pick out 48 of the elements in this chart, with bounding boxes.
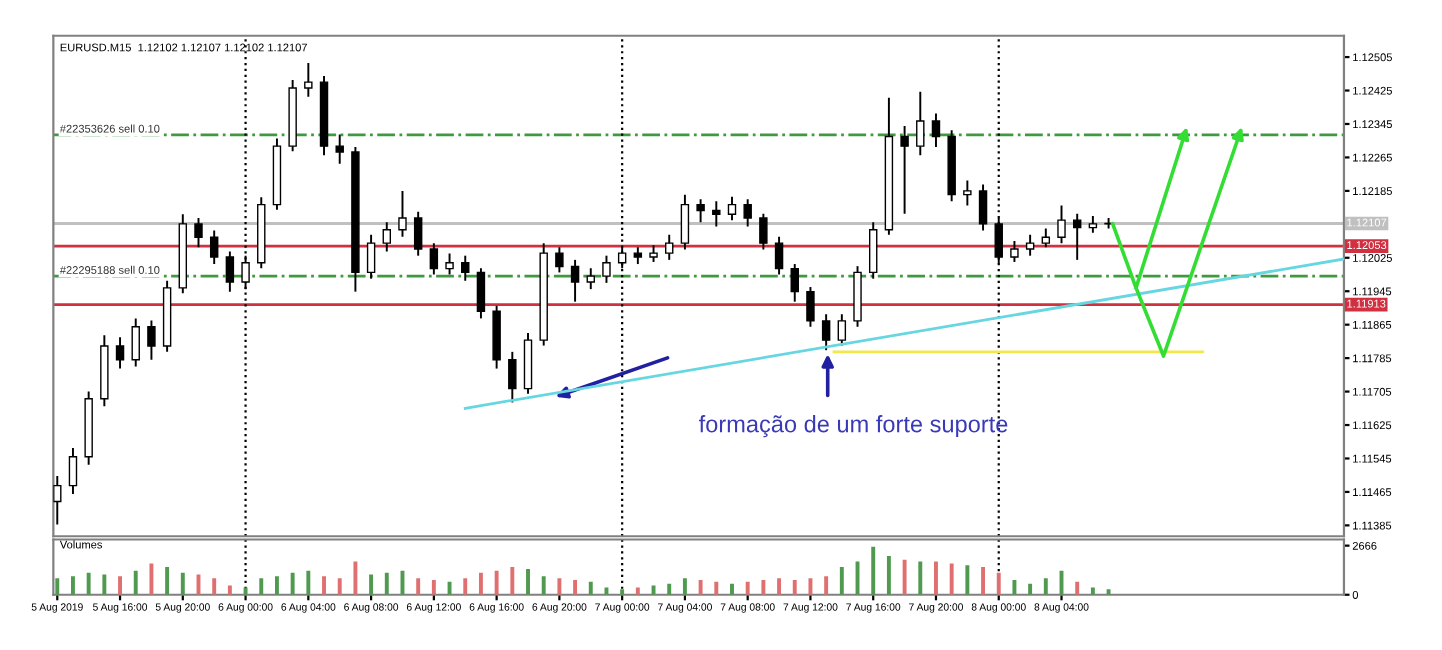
candlestick: [602, 254, 611, 284]
candlestick: [382, 221, 392, 253]
candlestick: [1057, 204, 1066, 245]
candlestick: [508, 350, 517, 404]
candlestick: [759, 212, 768, 251]
annotation: formação de um forte suporte: [698, 415, 1008, 438]
candlestick: [68, 447, 78, 495]
candlestick: [743, 198, 752, 228]
candlestick: [1025, 233, 1035, 257]
candlestick: [194, 217, 203, 249]
candlestick: [1010, 240, 1019, 263]
candlestick: [209, 229, 219, 266]
candlestick: [821, 313, 831, 352]
candlestick: [963, 179, 972, 207]
candlestick: [931, 112, 941, 148]
candlestick: [476, 267, 486, 320]
candlestick: [727, 195, 737, 222]
candlestick: [147, 319, 156, 361]
candlestick: [555, 246, 564, 274]
candlestick: [900, 125, 909, 215]
candlestick: [445, 252, 454, 276]
candlestick: [696, 198, 705, 224]
candlestick: [586, 267, 595, 291]
candlestick: [131, 317, 140, 368]
candlestick: [1072, 212, 1082, 261]
candlestick: [680, 193, 690, 251]
candlestick: [978, 183, 988, 232]
candlestick: [53, 475, 62, 526]
candlestick: [790, 263, 799, 303]
candlestick: [665, 233, 674, 261]
candlestick: [413, 210, 423, 257]
candlestick: [115, 336, 125, 370]
candlestick: [916, 90, 925, 157]
candlestick: [335, 133, 344, 165]
candlestick: [806, 286, 815, 328]
candlestick: [429, 242, 439, 276]
candlestick: [366, 233, 376, 280]
candlestick: [1104, 217, 1113, 230]
candlestick: [837, 313, 847, 347]
candlestick: [774, 235, 784, 276]
candlestick: [461, 254, 470, 282]
candlestick: [570, 258, 580, 303]
candlestick: [225, 250, 235, 293]
candlestick: [398, 189, 407, 238]
candlestick: [304, 61, 313, 98]
candlestick: [712, 200, 721, 228]
candlestick: [868, 221, 878, 280]
candlestick: [1041, 227, 1051, 249]
